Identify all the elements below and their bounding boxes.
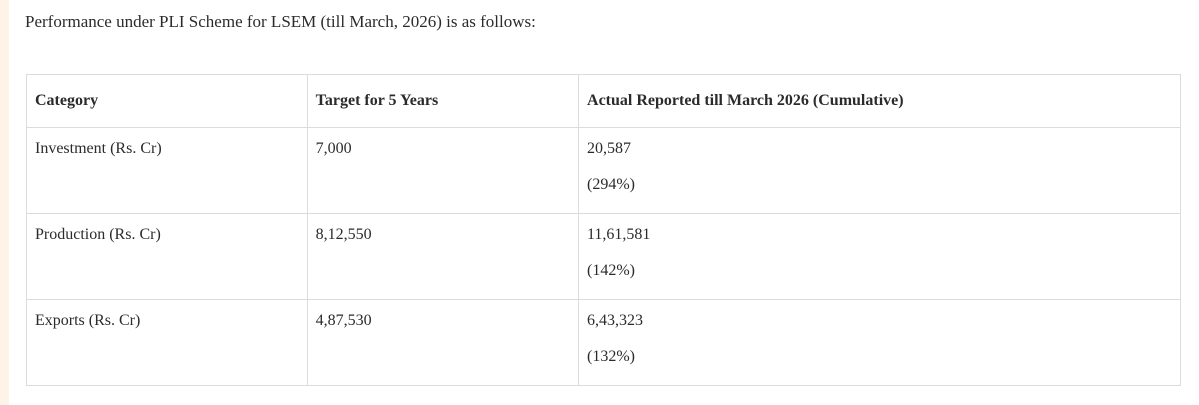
target-value: 8,12,550 <box>315 226 372 243</box>
actual-percent: (142%) <box>587 262 635 279</box>
actual-percent: (132%) <box>587 348 635 365</box>
cell-actual: 6,43,323 (132%) <box>578 299 1181 386</box>
pli-performance-table: Category Target for 5 Years Actual Repor… <box>26 74 1181 386</box>
category-label: Production (Rs. Cr) <box>35 226 161 243</box>
intro-text: Performance under PLI Scheme for LSEM (t… <box>25 12 536 31</box>
content-panel: Performance under PLI Scheme for LSEM (t… <box>9 0 1199 405</box>
target-value: 7,000 <box>315 140 352 157</box>
category-label: Investment (Rs. Cr) <box>35 140 162 157</box>
cell-target: 8,12,550 <box>306 213 580 300</box>
header-target: Target for 5 Years <box>306 74 580 128</box>
table-row: Production (Rs. Cr) 8,12,550 11,61,581 (… <box>26 213 1181 300</box>
table-header-row: Category Target for 5 Years Actual Repor… <box>26 74 1181 128</box>
cell-actual: 11,61,581 (142%) <box>578 213 1181 300</box>
cell-actual: 20,587 (294%) <box>578 127 1181 214</box>
target-value: 4,87,530 <box>315 312 372 329</box>
category-label: Exports (Rs. Cr) <box>35 312 141 329</box>
cell-target: 7,000 <box>306 127 580 214</box>
table-row: Investment (Rs. Cr) 7,000 20,587 (294%) <box>26 127 1181 214</box>
actual-percent: (294%) <box>587 176 635 193</box>
cell-category: Exports (Rs. Cr) <box>26 299 308 386</box>
cell-category: Production (Rs. Cr) <box>26 213 308 300</box>
actual-value: 6,43,323 <box>587 312 644 329</box>
header-actual: Actual Reported till March 2026 (Cumulat… <box>578 74 1181 128</box>
cell-target: 4,87,530 <box>306 299 580 386</box>
actual-value: 11,61,581 <box>587 226 651 243</box>
actual-value: 20,587 <box>587 140 632 157</box>
table-row: Exports (Rs. Cr) 4,87,530 6,43,323 (132%… <box>26 299 1181 386</box>
cell-category: Investment (Rs. Cr) <box>26 127 308 214</box>
header-category: Category <box>26 74 308 128</box>
